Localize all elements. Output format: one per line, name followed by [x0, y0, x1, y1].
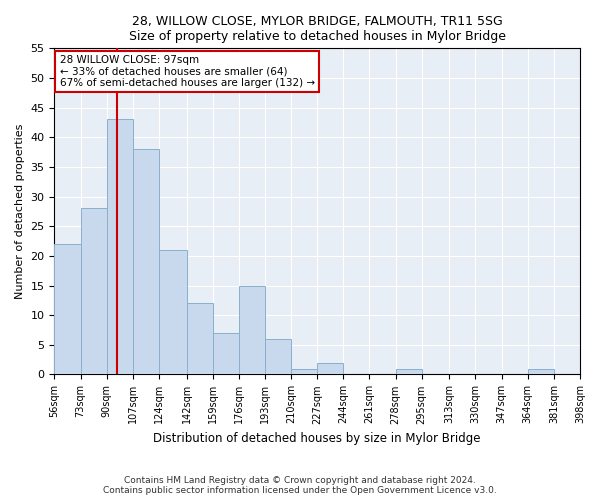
Bar — [317, 362, 343, 374]
X-axis label: Distribution of detached houses by size in Mylor Bridge: Distribution of detached houses by size … — [154, 432, 481, 445]
Bar — [55, 244, 80, 374]
Text: Contains HM Land Registry data © Crown copyright and database right 2024.
Contai: Contains HM Land Registry data © Crown c… — [103, 476, 497, 495]
Bar — [159, 250, 187, 374]
Bar — [265, 339, 291, 374]
Bar — [133, 149, 159, 374]
Y-axis label: Number of detached properties: Number of detached properties — [15, 124, 25, 299]
Bar — [291, 368, 317, 374]
Bar — [187, 304, 212, 374]
Bar — [80, 208, 107, 374]
Bar — [212, 333, 239, 374]
Bar — [528, 368, 554, 374]
Bar — [395, 368, 422, 374]
Title: 28, WILLOW CLOSE, MYLOR BRIDGE, FALMOUTH, TR11 5SG
Size of property relative to : 28, WILLOW CLOSE, MYLOR BRIDGE, FALMOUTH… — [129, 15, 506, 43]
Bar — [239, 286, 265, 374]
Bar — [107, 120, 133, 374]
Text: 28 WILLOW CLOSE: 97sqm
← 33% of detached houses are smaller (64)
67% of semi-det: 28 WILLOW CLOSE: 97sqm ← 33% of detached… — [59, 55, 315, 88]
